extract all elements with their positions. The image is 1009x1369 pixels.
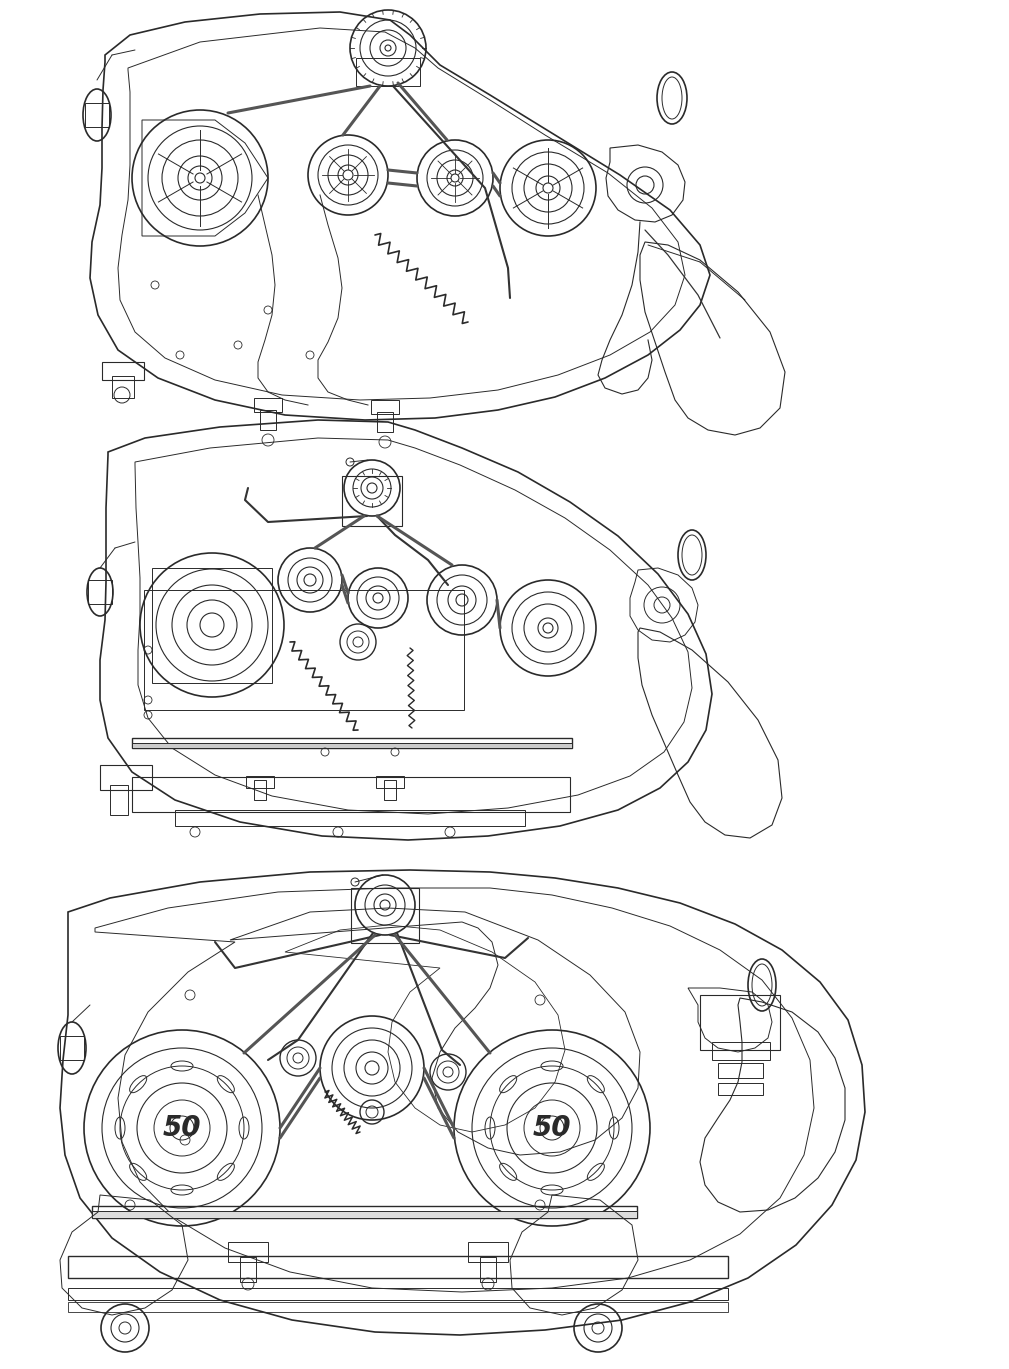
Bar [254, 398, 282, 412]
Bar [351, 888, 419, 943]
Bar [356, 57, 420, 86]
Bar [60, 1036, 84, 1060]
Text: 50: 50 [162, 1114, 201, 1142]
Bar [718, 1083, 763, 1095]
Bar [468, 1242, 508, 1262]
Bar [132, 738, 572, 747]
Bar [92, 1212, 637, 1218]
Text: 50: 50 [533, 1114, 571, 1142]
Bar [112, 376, 134, 398]
Bar [175, 810, 525, 826]
Bar [377, 412, 393, 433]
Bar [68, 1255, 728, 1279]
Bar [384, 780, 396, 799]
Bar [718, 1062, 763, 1077]
Bar [376, 776, 404, 789]
Bar [110, 784, 128, 815]
Bar [144, 590, 464, 711]
Bar [260, 409, 276, 430]
Bar [88, 580, 112, 604]
Bar [68, 1302, 728, 1312]
Bar [85, 103, 109, 127]
Bar [102, 361, 144, 381]
Bar [371, 400, 399, 413]
Bar [132, 743, 572, 747]
Bar [132, 778, 570, 812]
Bar [480, 1257, 496, 1281]
Bar [100, 765, 152, 790]
Bar [700, 995, 780, 1050]
Bar [712, 1042, 770, 1060]
Bar [228, 1242, 268, 1262]
Bar [254, 780, 266, 799]
Bar [152, 568, 272, 683]
Bar [246, 776, 274, 789]
Bar [240, 1257, 256, 1281]
Bar [92, 1206, 637, 1218]
Bar [68, 1288, 728, 1301]
Bar [342, 476, 402, 526]
